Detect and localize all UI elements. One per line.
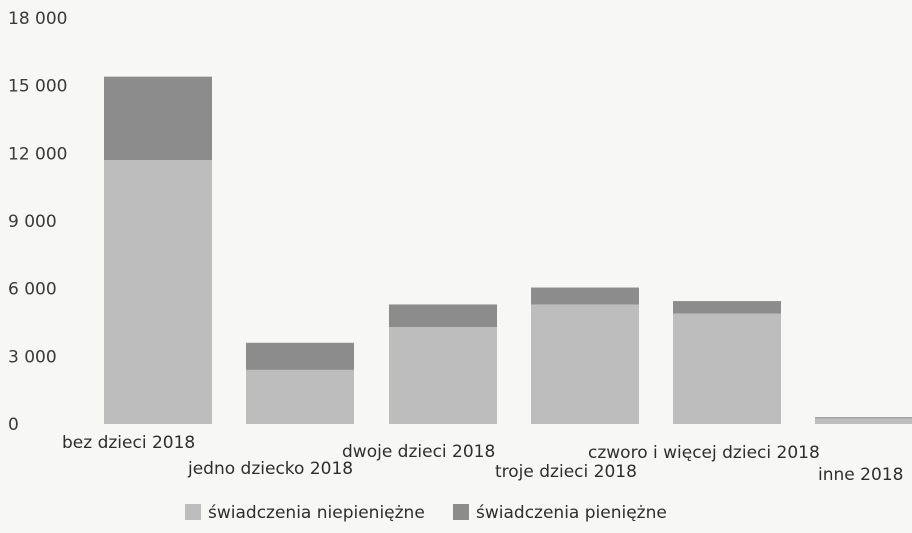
bar-segment-pieniezne xyxy=(246,342,354,370)
bar-segment-pieniezne xyxy=(531,287,639,305)
bar-segment-pieniezne xyxy=(815,417,912,419)
y-tick-label: 3 000 xyxy=(8,347,57,367)
bar-segment-niepieniezne xyxy=(104,160,212,424)
bar-segment-pieniezne xyxy=(673,301,781,314)
bars xyxy=(104,76,912,424)
bar-segment-niepieniezne xyxy=(815,418,912,424)
legend-swatch xyxy=(185,504,201,520)
x-category-label: troje dzieci 2018 xyxy=(495,462,637,482)
y-tick-label: 15 000 xyxy=(8,77,67,97)
bar-segment-niepieniezne xyxy=(246,369,354,424)
bar-segment-pieniezne xyxy=(104,76,212,161)
legend-label: świadczenia niepieniężne xyxy=(208,503,425,523)
bar-segment-niepieniezne xyxy=(389,327,497,424)
x-category-label: jedno dziecko 2018 xyxy=(187,459,353,479)
y-tick-label: 6 000 xyxy=(8,280,57,300)
legend-label: świadczenia pieniężne xyxy=(476,503,667,523)
x-category-label: inne 2018 xyxy=(818,465,903,485)
y-tick-label: 0 xyxy=(8,415,19,435)
legend-swatch xyxy=(453,504,469,520)
x-category-label: czworo i więcej dzieci 2018 xyxy=(588,443,820,463)
y-tick-label: 9 000 xyxy=(8,212,57,232)
y-axis: 0 3 000 6 000 9 000 12 000 15 000 18 000 xyxy=(8,9,67,435)
x-category-label: dwoje dzieci 2018 xyxy=(342,442,495,462)
bar-segment-pieniezne xyxy=(389,304,497,328)
y-tick-label: 12 000 xyxy=(8,144,67,164)
legend: świadczenia niepieniężne świadczenia pien… xyxy=(185,503,667,523)
bar-segment-niepieniezne xyxy=(531,304,639,424)
y-tick-label: 18 000 xyxy=(8,9,67,29)
x-category-label: bez dzieci 2018 xyxy=(62,433,195,453)
bar-segment-niepieniezne xyxy=(673,313,781,424)
